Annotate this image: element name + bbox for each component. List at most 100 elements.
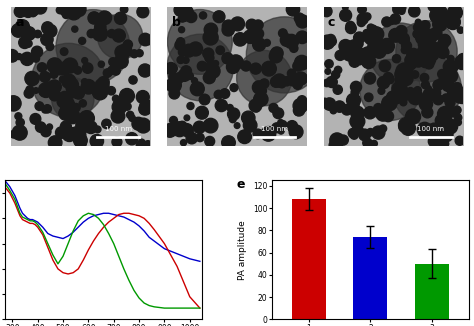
Circle shape — [388, 94, 397, 103]
Circle shape — [430, 93, 438, 101]
Circle shape — [66, 5, 81, 20]
Circle shape — [271, 47, 283, 59]
Circle shape — [81, 80, 96, 94]
Circle shape — [82, 63, 93, 73]
Circle shape — [455, 83, 461, 90]
Circle shape — [124, 103, 131, 110]
Circle shape — [242, 111, 255, 125]
Circle shape — [423, 29, 438, 43]
Circle shape — [396, 89, 409, 102]
Circle shape — [65, 109, 80, 124]
Circle shape — [214, 90, 223, 99]
Circle shape — [369, 25, 377, 34]
Circle shape — [273, 108, 283, 119]
Circle shape — [454, 114, 462, 122]
Circle shape — [186, 133, 197, 144]
Circle shape — [56, 7, 64, 14]
Circle shape — [437, 40, 448, 51]
Circle shape — [120, 6, 128, 13]
Circle shape — [65, 66, 71, 72]
Circle shape — [22, 27, 36, 40]
Circle shape — [93, 137, 100, 143]
Circle shape — [358, 129, 365, 136]
Circle shape — [184, 115, 190, 121]
Circle shape — [449, 63, 458, 72]
Circle shape — [94, 126, 101, 133]
Circle shape — [167, 9, 232, 74]
Circle shape — [262, 61, 276, 76]
Circle shape — [15, 113, 22, 120]
Circle shape — [85, 121, 97, 134]
Circle shape — [374, 104, 383, 112]
Circle shape — [41, 33, 53, 46]
Circle shape — [82, 79, 88, 85]
Circle shape — [144, 36, 153, 45]
Circle shape — [132, 117, 145, 130]
Circle shape — [411, 71, 419, 78]
Circle shape — [127, 111, 134, 118]
Circle shape — [399, 118, 414, 133]
Circle shape — [163, 124, 177, 137]
Circle shape — [427, 123, 441, 137]
Circle shape — [51, 66, 61, 75]
Circle shape — [222, 136, 235, 149]
Circle shape — [455, 88, 470, 104]
Circle shape — [273, 74, 286, 87]
Circle shape — [269, 50, 283, 63]
Circle shape — [76, 119, 88, 132]
Circle shape — [59, 107, 73, 120]
Circle shape — [253, 105, 260, 112]
Circle shape — [95, 21, 106, 33]
Circle shape — [167, 34, 234, 101]
Circle shape — [95, 79, 109, 93]
Circle shape — [98, 77, 109, 88]
Circle shape — [105, 120, 110, 126]
Circle shape — [115, 45, 129, 59]
Circle shape — [114, 54, 128, 68]
Circle shape — [405, 62, 413, 71]
Circle shape — [449, 107, 457, 116]
Circle shape — [30, 113, 41, 124]
Circle shape — [360, 59, 421, 120]
Circle shape — [400, 99, 407, 106]
Circle shape — [42, 23, 53, 34]
Circle shape — [87, 29, 95, 38]
Circle shape — [348, 101, 359, 111]
Text: 100 nm: 100 nm — [105, 126, 132, 132]
Circle shape — [114, 98, 127, 111]
Circle shape — [213, 61, 219, 66]
Circle shape — [73, 87, 84, 99]
Circle shape — [401, 36, 410, 45]
Circle shape — [249, 99, 262, 112]
Circle shape — [204, 23, 218, 37]
Circle shape — [58, 91, 72, 106]
Circle shape — [26, 86, 34, 93]
Circle shape — [364, 73, 375, 84]
Circle shape — [392, 54, 462, 124]
Circle shape — [44, 37, 52, 45]
Circle shape — [43, 105, 52, 113]
Circle shape — [420, 73, 428, 82]
Circle shape — [191, 82, 204, 96]
Circle shape — [136, 50, 143, 57]
Circle shape — [111, 67, 120, 75]
Circle shape — [177, 56, 184, 64]
Circle shape — [284, 34, 299, 49]
Circle shape — [437, 47, 449, 58]
Circle shape — [60, 121, 72, 132]
Circle shape — [230, 84, 238, 92]
Circle shape — [365, 46, 378, 59]
Circle shape — [70, 91, 77, 98]
Circle shape — [278, 80, 286, 88]
Circle shape — [279, 29, 287, 37]
Circle shape — [383, 111, 393, 122]
Circle shape — [329, 139, 342, 152]
Circle shape — [98, 11, 111, 24]
Circle shape — [203, 48, 214, 59]
Circle shape — [331, 70, 340, 79]
Circle shape — [330, 107, 337, 114]
Text: 100 nm: 100 nm — [261, 126, 288, 132]
Circle shape — [56, 10, 130, 83]
Circle shape — [357, 13, 368, 24]
Circle shape — [112, 29, 125, 42]
